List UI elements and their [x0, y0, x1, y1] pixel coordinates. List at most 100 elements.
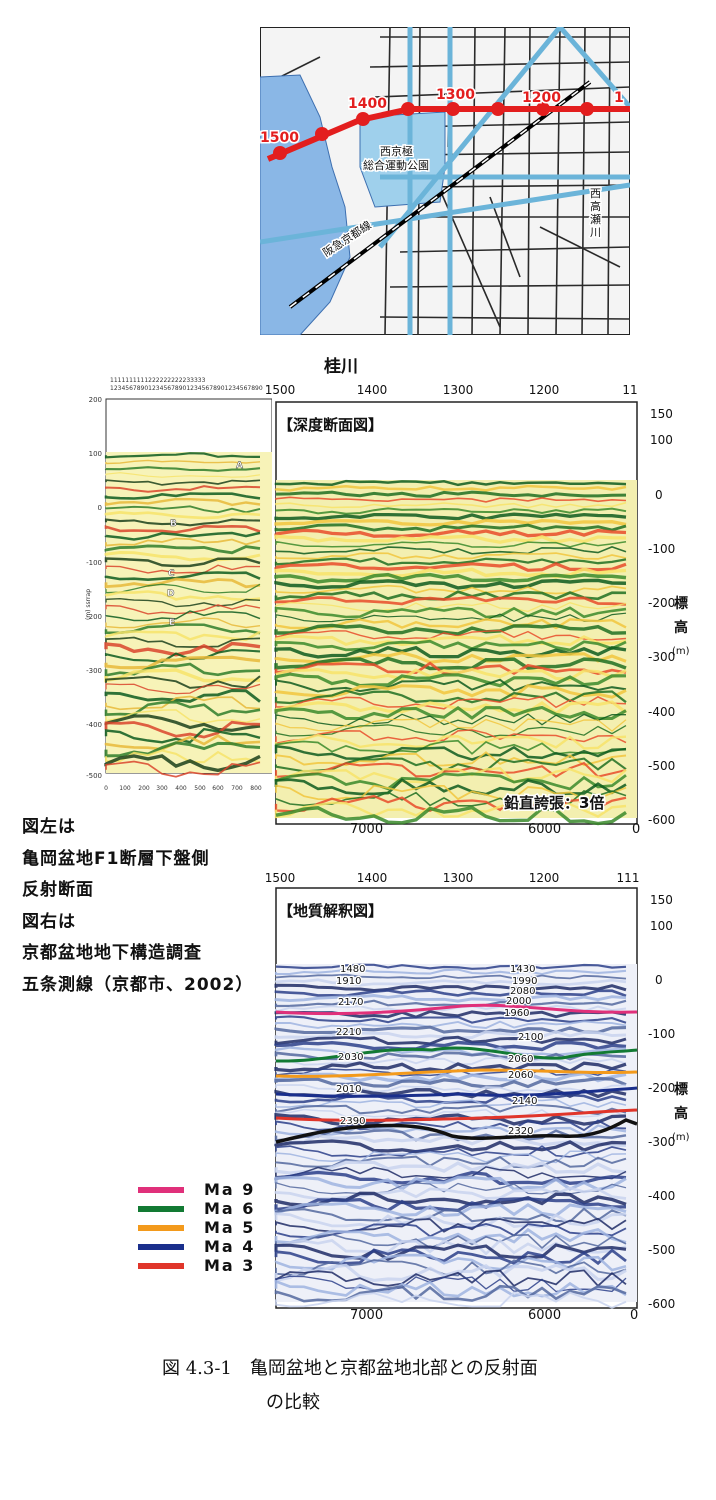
horizon-label: C	[168, 569, 175, 579]
depth-top-tick: 11	[622, 383, 637, 397]
seismic-band	[105, 675, 261, 689]
horizon-ma9	[275, 1003, 638, 1016]
map-river-char: 瀬	[590, 212, 601, 226]
velocity-label: 2210	[336, 1027, 361, 1038]
seismic-band	[274, 978, 627, 987]
svg-text:1111111111222222222233333: 1111111111222222222233333	[110, 377, 206, 384]
seismic-band	[275, 784, 627, 801]
seismic-band	[104, 700, 261, 717]
velocity-label: 2390	[340, 1116, 365, 1127]
seismic-band	[275, 713, 627, 727]
left-top-ticks: 1234567890123456789012345678901234567890	[110, 385, 263, 392]
seismic-band	[104, 511, 261, 520]
geology-right-axis: 150 100 0 -100 -200 -300 -400 -500 -600	[648, 893, 675, 1311]
legend-item: Ma 5	[138, 1218, 268, 1237]
geology-right-tick: -300	[648, 1135, 675, 1149]
horizon-label: A	[236, 461, 243, 471]
left-caption: 図左は 亀岡盆地F1断層下盤側 反射断面 図右は 京都盆地地下構造調査 五条測線…	[22, 812, 253, 1001]
depth-right-tick: 100	[650, 433, 673, 447]
seismic-band	[275, 612, 627, 623]
seismic-band	[274, 733, 627, 750]
seismic-band	[275, 1223, 627, 1239]
depth-right-tick: 150	[650, 407, 673, 421]
map-line-label: 1200	[522, 90, 561, 106]
seismic-band	[105, 537, 261, 547]
seismic-band	[274, 479, 627, 487]
left-y-tick: -300	[86, 667, 102, 675]
seismic-band	[104, 492, 261, 500]
seismic-band	[275, 973, 627, 980]
geology-right-tick: -100	[648, 1027, 675, 1041]
map-line-label: 1300	[436, 87, 475, 103]
seismic-band	[274, 1227, 627, 1245]
seismic-band	[105, 597, 261, 608]
seismic-band	[105, 505, 261, 514]
seismic-band	[275, 501, 627, 509]
velocity-label: 1430	[510, 964, 535, 975]
map-line-label: 1	[614, 90, 624, 106]
seismic-band	[104, 649, 261, 663]
seismic-band	[274, 645, 627, 659]
left-y-tick: -100	[86, 559, 102, 567]
seismic-band	[105, 472, 261, 478]
seismic-band	[274, 1263, 627, 1283]
horizon-label: D	[167, 589, 174, 599]
caption-line: 図右は	[22, 911, 76, 932]
survey-points	[273, 102, 594, 160]
location-map-svg: 1500 1400 1300 1200 1 西京極 総合運動公園 阪急京都線 西…	[259, 25, 632, 336]
seismic-band	[274, 1248, 627, 1266]
seismic-band	[275, 490, 627, 498]
seismic-band	[104, 662, 261, 677]
seismic-band	[274, 618, 627, 630]
elevation-label: 高	[674, 1105, 688, 1122]
caption-line: 京都盆地地下構造調査	[22, 943, 202, 963]
map-park-label: 西京極	[380, 144, 413, 158]
seismic-band	[104, 749, 261, 764]
seismic-band	[274, 1284, 627, 1303]
seismic-band	[274, 1025, 627, 1035]
seismic-band	[275, 1084, 627, 1094]
seismic-band	[275, 546, 627, 555]
seismic-band	[274, 689, 627, 705]
left-seismic-svg: 1234567890123456789012345678901234567890…	[85, 377, 273, 792]
geology-right-tick: -200	[648, 1081, 675, 1095]
seismic-band	[104, 714, 261, 732]
velocity-label: 2000	[506, 996, 531, 1007]
caption-line: 亀岡盆地F1断層下盤側	[22, 848, 210, 869]
legend-item: Ma 9	[138, 1180, 268, 1199]
geology-bottom-tick: 6000	[528, 1308, 562, 1323]
seismic-band	[275, 1056, 627, 1066]
seismic-band	[275, 540, 627, 549]
seismic-band	[274, 523, 627, 533]
left-y-tick: -400	[86, 721, 102, 729]
seismic-band	[275, 805, 627, 826]
legend-swatch	[138, 1224, 184, 1231]
railway-line	[288, 80, 592, 309]
seismic-band	[105, 695, 261, 711]
caption-line: 五条測線（京都市、2002）	[22, 974, 254, 995]
geology-section-svg: 1500 1400 1300 1200 111 【地質解釈図】 1480 191…	[265, 871, 690, 1311]
depth-top-tick: 1200	[529, 383, 560, 397]
geology-section-title: 【地質解釈図】	[278, 902, 383, 920]
seismic-band	[105, 610, 261, 622]
legend-label: Ma 6	[204, 1199, 256, 1218]
depth-top-tick: 1300	[443, 383, 474, 397]
geology-right-tick: 0	[655, 973, 663, 987]
seismic-band	[104, 524, 261, 534]
seismic-band	[274, 772, 627, 791]
caption-line: 反射断面	[22, 880, 94, 900]
geology-bottom-tick: 7000	[350, 1308, 384, 1323]
left-seismic-bands	[104, 452, 261, 778]
seismic-band	[104, 497, 261, 507]
left-x-tick: 400	[175, 785, 187, 792]
seismic-band	[105, 485, 261, 493]
depth-bottom-tick: 7000	[350, 822, 384, 837]
velocity-label: 2170	[338, 997, 363, 1008]
geology-top-tick: 1200	[529, 871, 560, 885]
left-x-tick: 300	[156, 785, 168, 792]
left-y-tick: -200	[86, 613, 102, 621]
depth-right-tick: -600	[648, 813, 675, 827]
seismic-band	[274, 989, 627, 998]
basement-line	[275, 1118, 638, 1144]
depth-section-svg: 1500 1400 1300 1200 11 【深度断面図】 鉛直誇張：3倍 1…	[265, 383, 690, 827]
